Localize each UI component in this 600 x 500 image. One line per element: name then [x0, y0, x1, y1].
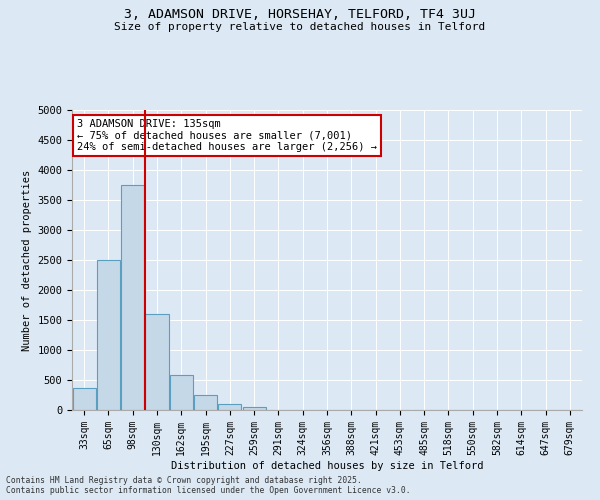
Bar — [242, 407, 266, 410]
Text: 3 ADAMSON DRIVE: 135sqm
← 75% of detached houses are smaller (7,001)
24% of semi: 3 ADAMSON DRIVE: 135sqm ← 75% of detache… — [77, 119, 377, 152]
Bar — [170, 375, 193, 410]
Bar — [121, 185, 144, 410]
Bar — [97, 260, 120, 410]
Bar — [218, 404, 241, 410]
Bar — [73, 388, 95, 410]
Bar — [194, 395, 217, 410]
Text: Contains HM Land Registry data © Crown copyright and database right 2025.
Contai: Contains HM Land Registry data © Crown c… — [6, 476, 410, 495]
X-axis label: Distribution of detached houses by size in Telford: Distribution of detached houses by size … — [171, 460, 483, 470]
Text: Size of property relative to detached houses in Telford: Size of property relative to detached ho… — [115, 22, 485, 32]
Y-axis label: Number of detached properties: Number of detached properties — [22, 170, 32, 350]
Bar — [145, 314, 169, 410]
Text: 3, ADAMSON DRIVE, HORSEHAY, TELFORD, TF4 3UJ: 3, ADAMSON DRIVE, HORSEHAY, TELFORD, TF4… — [124, 8, 476, 20]
